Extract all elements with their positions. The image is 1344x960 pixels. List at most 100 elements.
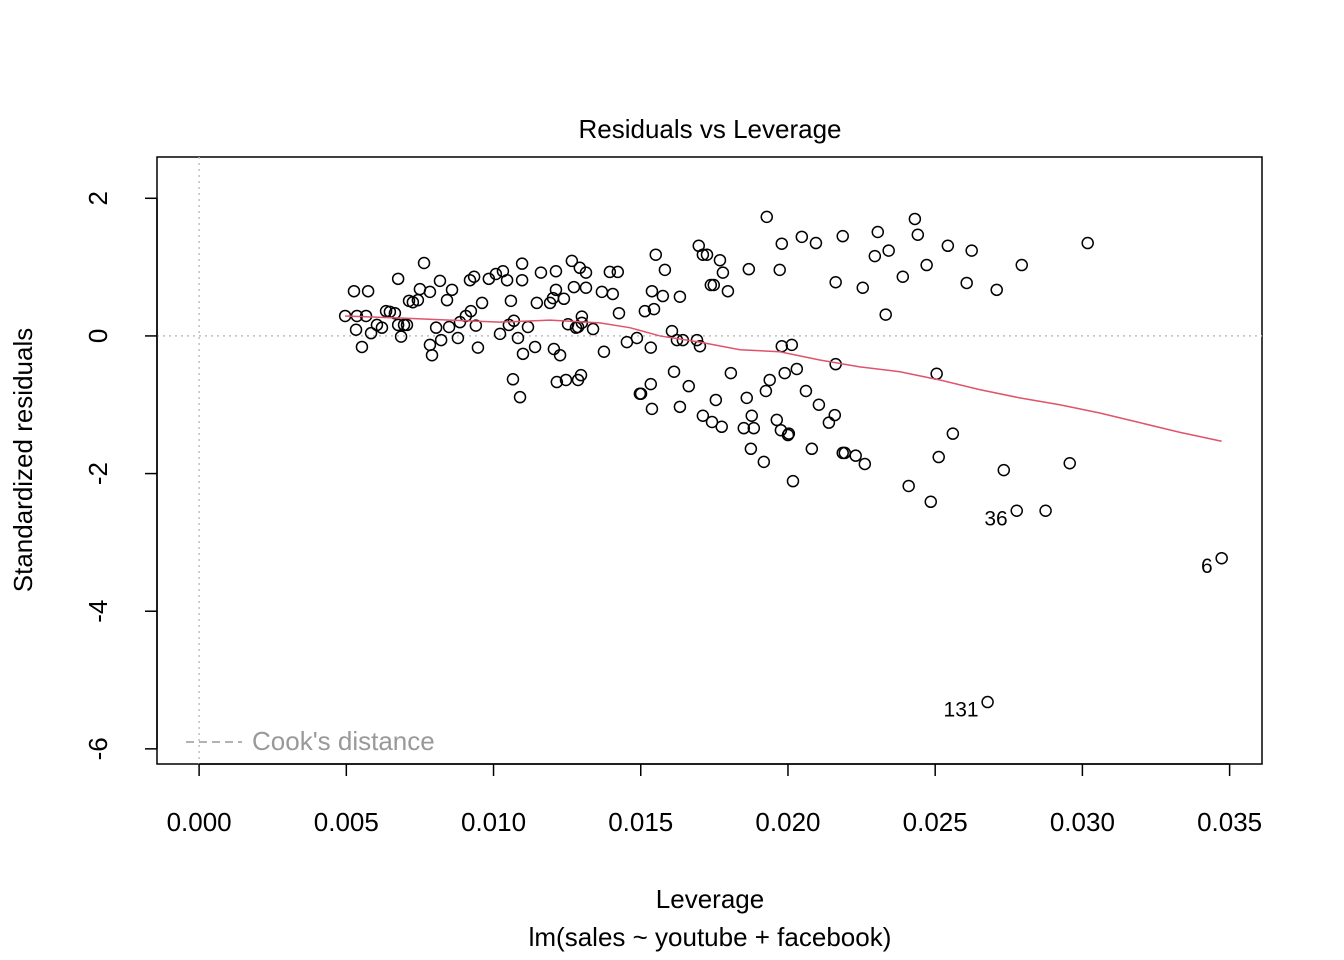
point — [990, 283, 1003, 297]
point — [667, 365, 681, 378]
point — [579, 266, 593, 279]
point — [550, 375, 564, 389]
point-label: 36 — [984, 507, 1007, 530]
point — [471, 341, 485, 354]
point — [709, 393, 723, 407]
point — [644, 377, 658, 391]
point — [649, 248, 663, 261]
point — [882, 244, 895, 257]
point — [425, 348, 439, 362]
point — [716, 266, 730, 279]
point — [960, 276, 973, 290]
point — [433, 274, 447, 288]
point — [391, 272, 405, 286]
point — [1039, 504, 1052, 517]
point — [442, 320, 456, 334]
point — [451, 331, 465, 345]
point — [713, 253, 727, 267]
point — [696, 409, 710, 423]
point — [606, 287, 620, 301]
point — [997, 463, 1011, 477]
point — [682, 379, 695, 393]
point — [500, 273, 514, 287]
point — [740, 391, 753, 405]
smooth-line — [345, 315, 1222, 442]
y-tick-label: -6 — [83, 737, 113, 760]
point — [705, 415, 719, 429]
point — [786, 474, 800, 488]
point — [513, 390, 527, 404]
point — [760, 210, 774, 224]
point — [1081, 236, 1094, 250]
point — [504, 294, 518, 308]
point — [630, 331, 644, 345]
point — [579, 281, 593, 295]
point — [941, 239, 955, 253]
point — [434, 333, 448, 347]
point — [611, 265, 625, 279]
point — [400, 318, 414, 332]
point — [744, 442, 758, 456]
point — [868, 249, 882, 263]
point — [775, 237, 789, 250]
point — [829, 276, 842, 289]
point — [773, 263, 786, 277]
point — [364, 326, 378, 340]
point — [528, 340, 542, 354]
point — [799, 384, 813, 398]
point — [612, 306, 626, 320]
point — [355, 340, 369, 354]
y-tick-label: 0 — [83, 329, 113, 343]
x-tick-label: 0.020 — [755, 807, 820, 837]
x-axis-label: Leverage — [656, 884, 764, 914]
point — [423, 285, 437, 299]
point — [782, 427, 796, 440]
point — [715, 420, 728, 434]
point — [879, 308, 892, 321]
point — [856, 281, 870, 295]
point — [565, 254, 579, 268]
point — [724, 366, 738, 380]
point — [1010, 504, 1023, 517]
point — [809, 236, 823, 250]
point — [737, 421, 751, 435]
point — [981, 695, 994, 709]
x-tick-label: 0.035 — [1197, 807, 1262, 837]
point — [858, 457, 872, 471]
point — [757, 455, 771, 469]
point — [1215, 551, 1228, 565]
point — [902, 479, 915, 493]
point — [1015, 258, 1028, 272]
point — [515, 273, 529, 287]
point — [440, 293, 454, 307]
subtitle: lm(sales ~ youtube + facebook) — [529, 922, 892, 952]
x-tick-label: 0.030 — [1050, 807, 1115, 837]
point — [920, 258, 933, 272]
point — [493, 327, 507, 341]
point — [597, 345, 611, 359]
point-label: 131 — [944, 699, 979, 722]
point — [849, 449, 862, 462]
point — [464, 304, 478, 318]
x-tick-label: 0.010 — [461, 807, 526, 837]
point — [388, 306, 402, 320]
point — [647, 302, 661, 316]
point — [790, 362, 804, 376]
point — [645, 284, 659, 298]
x-tick-label: 0.025 — [903, 807, 968, 837]
point — [347, 284, 361, 298]
y-tick-label: -2 — [83, 462, 113, 485]
point — [515, 257, 529, 270]
point — [469, 319, 483, 332]
point — [911, 228, 925, 242]
point — [489, 267, 503, 281]
point — [828, 408, 842, 422]
point — [658, 263, 672, 277]
point-label: 6 — [1201, 555, 1213, 578]
point — [656, 289, 670, 303]
point — [693, 340, 707, 353]
point — [673, 400, 687, 414]
point — [805, 442, 819, 456]
point — [361, 284, 375, 298]
